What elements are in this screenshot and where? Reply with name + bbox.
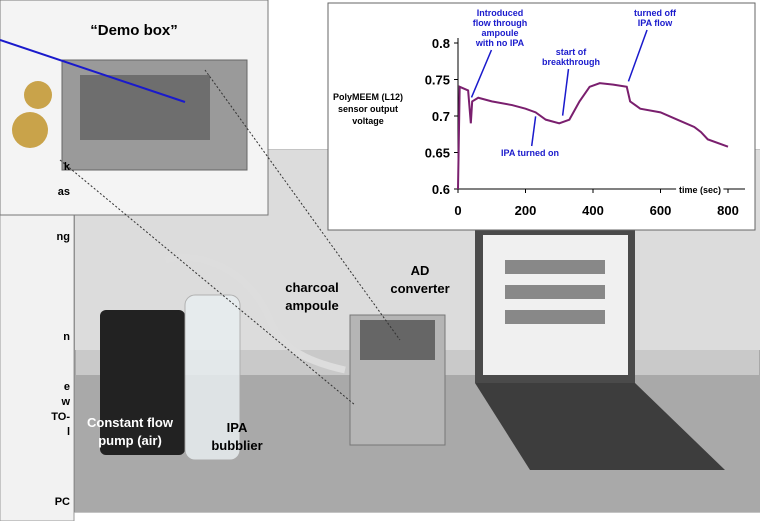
photo-label: ampoule [285,298,338,313]
x-tick-label: 600 [650,203,672,218]
y-tick-label: 0.6 [432,182,450,197]
ad-converter-top [360,320,435,360]
annotation-arrow [470,49,493,98]
window-bar [505,285,605,299]
photo-label: Constant flow [87,415,174,430]
y-tick-label: 0.8 [432,36,450,51]
left-fragment: k [64,161,71,173]
annotation: with no IPA [475,38,525,48]
y-tick-label: 0.65 [425,146,450,161]
bubbler [184,294,241,461]
left-fragment: as [58,186,70,198]
tube [164,254,346,374]
photo-label: IPA [227,420,248,435]
laptop-keyboard [475,383,725,470]
photo-label: converter [390,281,449,296]
demo-box-internals [80,75,210,140]
x-tick-label: 800 [717,203,739,218]
chart: 0.6 0.65 0.7 0.75 0.8 0 200 400 600 800 time (sec)… [333,8,745,218]
y-tick-label: 0.7 [432,109,450,124]
pointer-line [0,39,186,103]
x-tick-label: 0 [454,203,461,218]
y-axis-label: voltage [352,116,384,126]
left-fragment: l [67,426,70,438]
annotation-arrow [561,68,570,116]
x-tick-label: 400 [582,203,604,218]
annotation-arrow [530,116,537,147]
laptop-display [483,235,628,375]
annotation: breakthrough [542,57,600,67]
photo-label: bubblier [211,438,262,453]
y-tick-label: 0.75 [425,73,450,88]
dotted-line [204,69,401,341]
photo-label: AD [411,263,430,278]
annotation-arrow [627,29,648,82]
pump [100,310,185,455]
fitting [12,112,48,148]
window-bar [505,260,605,274]
annotation: ampoule [481,28,518,38]
data-line [457,82,729,190]
annotation: IPA turned on [501,148,559,158]
x-tick-label: 200 [515,203,537,218]
left-fragment: w [60,396,70,408]
annotation: turned off [634,8,677,18]
left-fragment: PC [55,496,70,508]
demo-box-title: “Demo box” [90,22,178,39]
y-axis-label: PolyMEEM (L12) [333,92,403,102]
annotation: flow through [473,18,527,28]
fitting [24,81,52,109]
annotation: IPA flow [638,18,673,28]
annotation: Introduced [477,8,524,18]
left-fragment: n [63,331,70,343]
annotation: start of [556,47,588,57]
left-fragment: TO- [51,411,70,423]
window-bar [505,310,605,324]
photo-label: charcoal [285,280,338,295]
x-axis-label: time (sec) [679,185,721,195]
left-fragment: ng [57,231,70,243]
photo-label: pump (air) [98,433,162,448]
left-fragment: e [64,381,70,393]
y-axis-label: sensor output [338,104,398,114]
photo-labels: charcoal ampoule AD converter Constant flow p… [87,263,450,453]
